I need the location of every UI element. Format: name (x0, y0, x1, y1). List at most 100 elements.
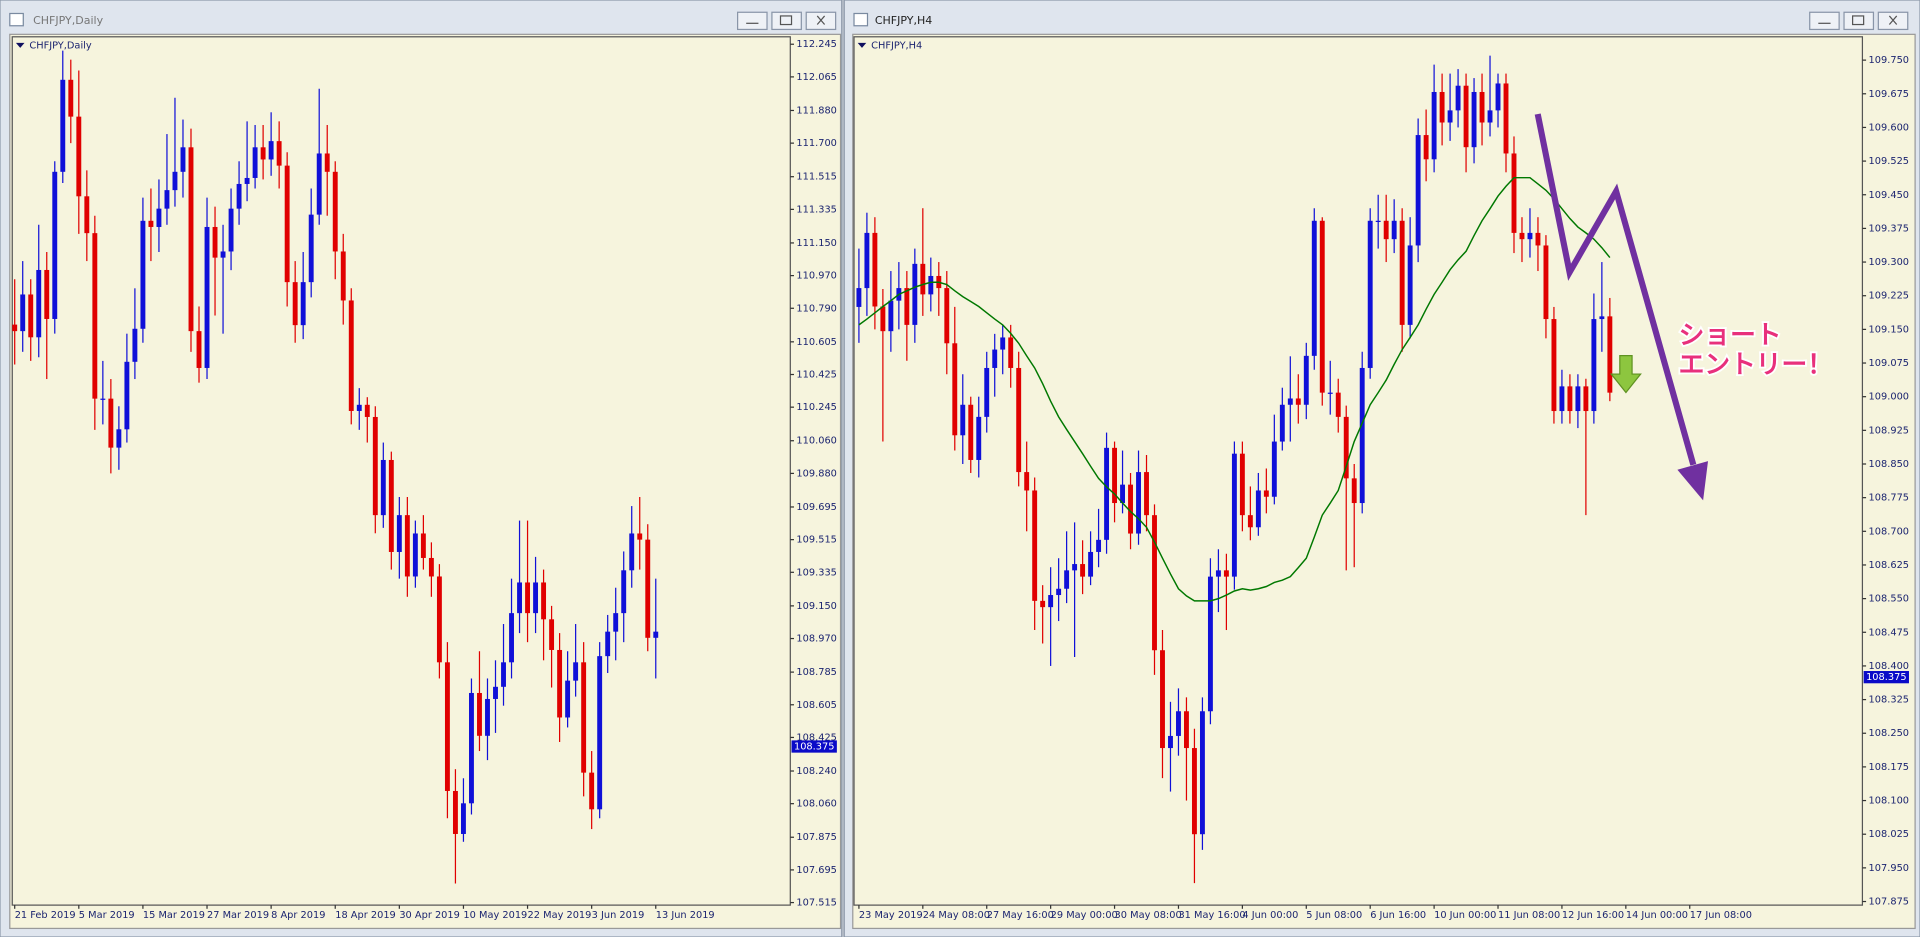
candle-body (637, 533, 643, 540)
y-tick-label: 111.335 (796, 204, 836, 215)
minimize-button[interactable] (737, 11, 768, 31)
moving-average (858, 176, 1611, 602)
candle-body (372, 416, 378, 516)
candle-body (1479, 91, 1485, 123)
candle-body (621, 570, 627, 614)
maximize-button[interactable] (771, 11, 802, 31)
candle-body (1391, 220, 1397, 240)
candle-body (1327, 392, 1333, 394)
candle-body (268, 141, 274, 160)
candle-body (1519, 232, 1525, 240)
candle-body (100, 398, 106, 400)
candle-body (404, 515, 410, 577)
candle-body (485, 698, 490, 736)
candle-body (1287, 398, 1293, 405)
y-tick-label: 108.550 (1869, 594, 1909, 605)
y-tick-label: 107.950 (1869, 863, 1909, 874)
candle-body (501, 662, 506, 687)
candle-body (116, 429, 122, 448)
window-icon (9, 12, 24, 27)
candle-body (1215, 570, 1221, 577)
candle-body (252, 147, 258, 178)
candle-body (928, 275, 934, 295)
candle-body (1607, 316, 1613, 393)
candle-body (460, 803, 466, 834)
candle-body (477, 692, 482, 736)
y-tick-label: 110.790 (796, 303, 836, 314)
y-tick-label: 110.970 (796, 271, 836, 282)
maximize-button[interactable] (1843, 11, 1875, 31)
candle-body (968, 404, 974, 460)
candle-body (1152, 515, 1157, 651)
candle-body (960, 404, 966, 436)
candle-body (1128, 484, 1133, 534)
candle-body (1263, 490, 1269, 497)
candle-body (164, 190, 170, 209)
annotation: ショート (1679, 321, 1782, 351)
candle-body (1375, 220, 1381, 223)
candle-body (984, 367, 990, 417)
candle-body (1064, 570, 1070, 589)
y-tick-label: 110.245 (796, 402, 836, 413)
candle-body (904, 288, 910, 325)
candle-body (1447, 110, 1453, 123)
x-tick-label: 18 Apr 2019 (335, 910, 396, 921)
y-tick-label: 109.335 (796, 567, 836, 578)
candle-body (856, 288, 862, 307)
candle-body (308, 214, 314, 283)
candle-body (525, 582, 531, 614)
candle-body (220, 251, 226, 258)
candle-body (1024, 472, 1030, 491)
y-tick-label: 109.075 (1869, 358, 1909, 369)
candle-body (469, 692, 474, 804)
candle-body (1191, 748, 1197, 835)
candle-body (356, 404, 362, 411)
candle-body (1088, 551, 1094, 577)
y-tick-label: 109.525 (1869, 156, 1909, 167)
candle-body (581, 662, 587, 773)
candle-body (597, 656, 603, 810)
candle-body (60, 79, 66, 172)
candle-body (84, 196, 90, 234)
arrow-line (1534, 113, 1697, 466)
y-tick-label: 109.695 (796, 502, 836, 513)
minimize-button[interactable] (1809, 11, 1840, 31)
y-tick-label: 112.245 (796, 39, 836, 50)
candle-body (340, 251, 346, 301)
candle-body (517, 582, 522, 614)
candle-body (260, 147, 266, 160)
candle-body (156, 208, 162, 227)
candle-body (1223, 570, 1229, 577)
y-tick-label: 111.515 (796, 172, 836, 183)
candle-body (332, 171, 338, 252)
candle-body (864, 232, 870, 289)
candle-body (1271, 441, 1277, 497)
y-tick-label: 109.600 (1869, 122, 1909, 133)
y-tick-label: 109.150 (796, 601, 836, 612)
candle-body (148, 220, 154, 227)
candle-body (888, 300, 894, 332)
candle-body (1567, 386, 1573, 412)
y-tick-label: 108.250 (1869, 728, 1909, 739)
candle-body (952, 343, 958, 436)
current-price-box (1863, 671, 1909, 684)
candle-body (1176, 711, 1181, 736)
x-tick-label: 29 May 00:00 (1051, 910, 1118, 921)
y-tick-label: 109.450 (1869, 190, 1909, 201)
candle-body (1503, 83, 1509, 154)
chart-area (9, 33, 842, 930)
candle-body (324, 153, 330, 172)
candle-body (976, 416, 982, 460)
candle-body (236, 183, 242, 209)
candle-body (573, 662, 579, 681)
y-tick-label: 111.700 (796, 138, 836, 149)
y-tick-label: 110.060 (796, 436, 836, 447)
candle-body (1104, 447, 1110, 540)
candle-body (52, 171, 58, 319)
candle-body (1008, 337, 1014, 368)
candle-body (1311, 220, 1317, 356)
candle-body (348, 300, 354, 411)
candle-body (1535, 232, 1541, 246)
candle-body (1543, 245, 1549, 320)
candle-body (1407, 245, 1413, 325)
